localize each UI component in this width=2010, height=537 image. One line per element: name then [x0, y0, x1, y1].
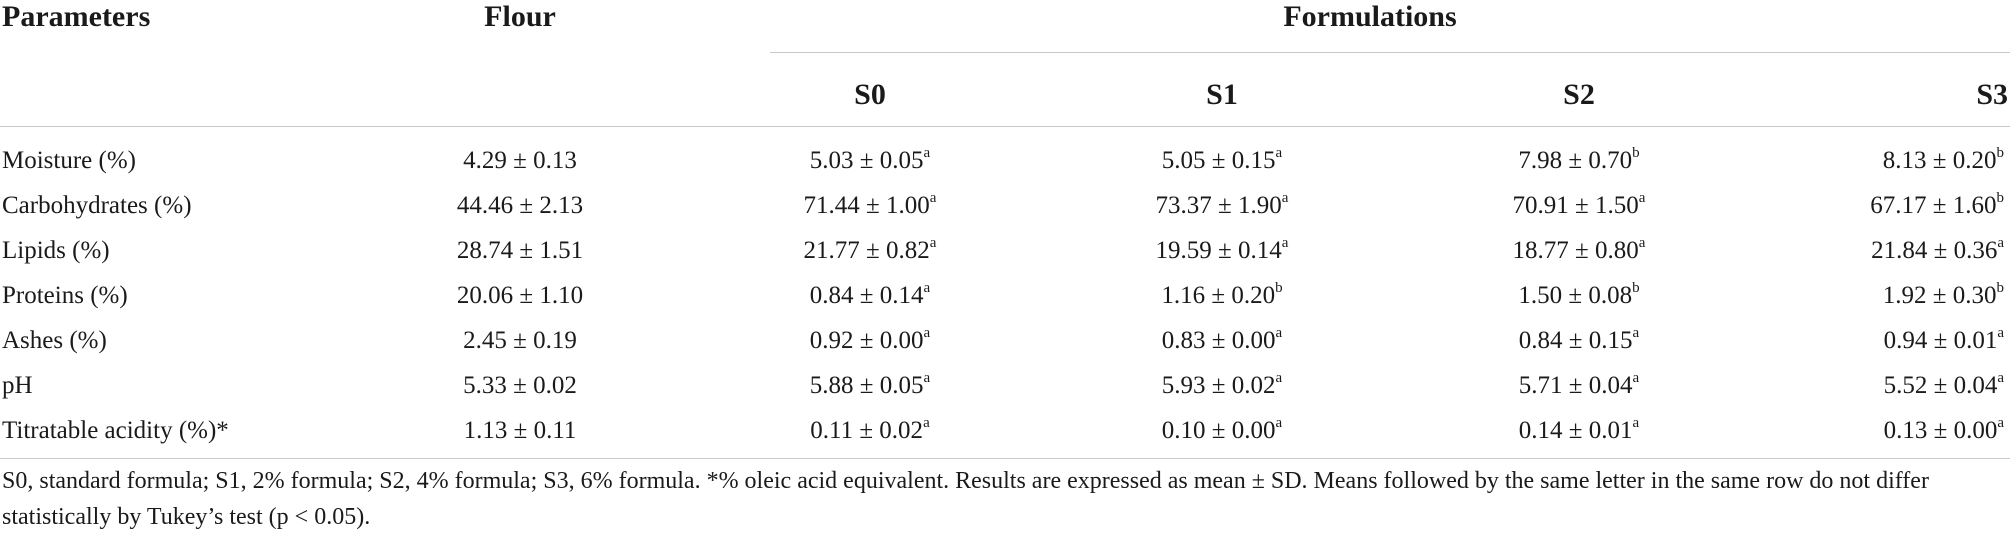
- s2-cell: 70.91 ± 1.50a: [1512, 189, 1646, 219]
- s1-cell: 0.83 ± 0.00a: [1161, 324, 1283, 354]
- s1-cell: 5.93 ± 0.02a: [1161, 369, 1283, 399]
- table-row: pH 5.33 ± 0.02 5.88 ± 0.05a 5.93 ± 0.02a…: [0, 363, 2010, 408]
- flour-cell: 28.74 ± 1.51: [456, 237, 584, 264]
- param-cell: Moisture (%): [2, 147, 136, 174]
- header-bottom-rule: [0, 126, 2010, 127]
- s1-cell: 1.16 ± 0.20b: [1161, 279, 1283, 309]
- header-formulations: Formulations: [1283, 0, 1457, 33]
- s3-cell: 0.94 ± 0.01a: [1883, 324, 2004, 354]
- header-parameters: Parameters: [2, 0, 151, 33]
- s0-cell: 0.92 ± 0.00a: [809, 324, 931, 354]
- s2-cell: 5.71 ± 0.04a: [1518, 369, 1640, 399]
- formulations-underline: [770, 52, 2010, 53]
- flour-cell: 20.06 ± 1.10: [456, 282, 584, 309]
- flour-cell: 5.33 ± 0.02: [463, 372, 577, 399]
- s0-cell: 21.77 ± 0.82a: [803, 234, 937, 264]
- s2-cell: 0.14 ± 0.01a: [1518, 414, 1640, 444]
- s1-cell: 73.37 ± 1.90a: [1155, 189, 1289, 219]
- s0-cell: 5.03 ± 0.05a: [809, 144, 931, 174]
- header-flour: Flour: [484, 0, 556, 33]
- s0-cell: 5.88 ± 0.05a: [809, 369, 931, 399]
- s2-cell: 7.98 ± 0.70b: [1518, 144, 1640, 174]
- header-s3: S3: [1976, 78, 2008, 111]
- s1-cell: 0.10 ± 0.00a: [1161, 414, 1283, 444]
- table-row: Proteins (%) 20.06 ± 1.10 0.84 ± 0.14a 1…: [0, 273, 2010, 318]
- table-row: Titratable acidity (%)* 1.13 ± 0.11 0.11…: [0, 408, 2010, 453]
- flour-cell: 4.29 ± 0.13: [463, 147, 577, 174]
- s2-cell: 0.84 ± 0.15a: [1518, 324, 1640, 354]
- s0-cell: 0.11 ± 0.02a: [810, 414, 930, 444]
- s3-cell: 21.84 ± 0.36a: [1871, 234, 2004, 264]
- header-s1: S1: [1206, 78, 1238, 111]
- table-row: Ashes (%) 2.45 ± 0.19 0.92 ± 0.00a 0.83 …: [0, 318, 2010, 363]
- s1-cell: 19.59 ± 0.14a: [1155, 234, 1289, 264]
- s2-cell: 18.77 ± 0.80a: [1512, 234, 1646, 264]
- param-cell: Proteins (%): [2, 282, 128, 309]
- param-cell: Lipids (%): [2, 237, 110, 264]
- param-cell: Carbohydrates (%): [2, 192, 192, 219]
- header-s0: S0: [854, 78, 886, 111]
- table-row: Carbohydrates (%) 44.46 ± 2.13 71.44 ± 1…: [0, 183, 2010, 228]
- s3-cell: 0.13 ± 0.00a: [1883, 414, 2004, 444]
- s3-cell: 8.13 ± 0.20b: [1882, 144, 2004, 174]
- param-cell: Ashes (%): [2, 327, 107, 354]
- s0-cell: 71.44 ± 1.00a: [803, 189, 937, 219]
- flour-cell: 2.45 ± 0.19: [463, 327, 577, 354]
- s2-cell: 1.50 ± 0.08b: [1518, 279, 1640, 309]
- s3-cell: 67.17 ± 1.60b: [1870, 189, 2004, 219]
- flour-cell: 44.46 ± 2.13: [456, 192, 584, 219]
- s3-cell: 1.92 ± 0.30b: [1882, 279, 2004, 309]
- param-cell: pH: [2, 372, 33, 399]
- table-row: Lipids (%) 28.74 ± 1.51 21.77 ± 0.82a 19…: [0, 228, 2010, 273]
- param-cell: Titratable acidity (%)*: [2, 417, 229, 444]
- s0-cell: 0.84 ± 0.14a: [809, 279, 931, 309]
- table-row: Moisture (%) 4.29 ± 0.13 5.03 ± 0.05a 5.…: [0, 138, 2010, 183]
- s3-cell: 5.52 ± 0.04a: [1883, 369, 2004, 399]
- s1-cell: 5.05 ± 0.15a: [1161, 144, 1283, 174]
- flour-cell: 1.13 ± 0.11: [463, 417, 577, 444]
- table-bottom-rule: [0, 458, 2010, 459]
- header-s2: S2: [1563, 78, 1595, 111]
- table-footnote: S0, standard formula; S1, 2% formula; S2…: [2, 468, 1929, 530]
